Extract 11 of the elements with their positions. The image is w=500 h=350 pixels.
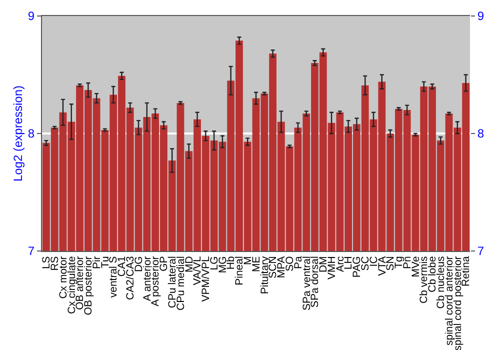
x-tick-label: Tg	[393, 256, 406, 268]
y-tick-label: 8	[28, 126, 35, 141]
y2-tick-label: 8	[477, 126, 484, 141]
y-tick-label: 9	[28, 9, 35, 24]
x-tick-label: A posterior	[150, 256, 162, 306]
y-tick-label: 7	[28, 244, 35, 258]
x-tick-label: RS	[49, 256, 61, 271]
y-axis-title: Log2 (expression)	[11, 85, 26, 182]
y2-tick-label: 9	[477, 9, 484, 24]
x-tick-label: DG	[132, 256, 145, 272]
y2-tick-label: 7	[477, 244, 484, 258]
